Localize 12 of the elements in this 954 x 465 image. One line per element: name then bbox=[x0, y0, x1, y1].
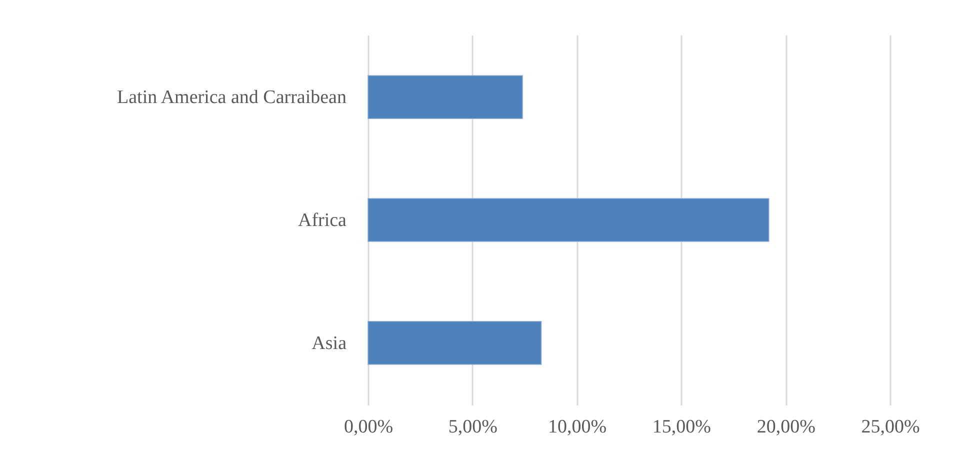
x-tick-label: 5,00% bbox=[448, 416, 498, 438]
x-tick-label: 25,00% bbox=[861, 416, 920, 438]
y-tick-label: Latin America and Carraibean bbox=[117, 87, 347, 108]
bar bbox=[368, 198, 770, 242]
bar bbox=[368, 321, 542, 365]
x-tick-label: 20,00% bbox=[756, 416, 816, 438]
y-tick-label: Africa bbox=[298, 210, 348, 231]
x-tick-label: 15,00% bbox=[652, 416, 712, 438]
y-tick-label: Asia bbox=[312, 332, 348, 354]
x-tick-label: 10,00% bbox=[548, 416, 607, 438]
x-tick-label: 0,00% bbox=[344, 416, 394, 438]
bar bbox=[368, 75, 523, 119]
